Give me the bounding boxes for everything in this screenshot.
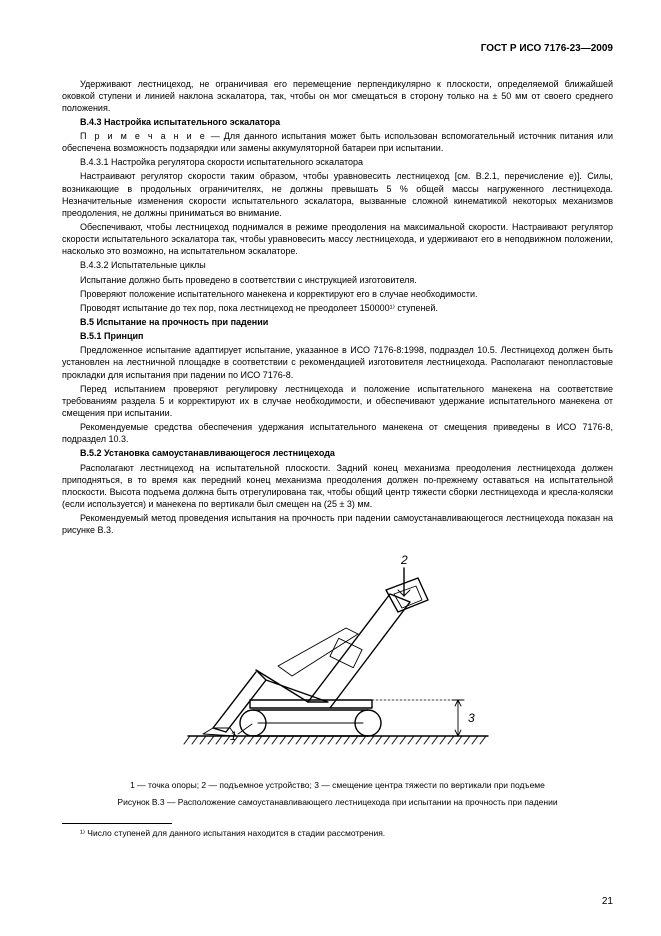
figure-caption: Рисунок В.3 — Расположение самоустанавли…	[62, 797, 613, 808]
footnote: ¹⁾ Число ступеней для данного испытания …	[62, 828, 613, 839]
para: Рекомендуемый метод проведения испытания…	[62, 512, 613, 536]
svg-text:2: 2	[400, 553, 408, 567]
para: Настраивают регулятор скорости таким обр…	[62, 170, 613, 219]
svg-text:1: 1	[230, 729, 237, 743]
page-number: 21	[602, 895, 613, 909]
para: Располагают лестницеход на испытательной…	[62, 462, 613, 511]
para: Удерживают лестницеход, не ограничивая е…	[62, 78, 613, 114]
stairclimber-diagram-icon: 1 2 3	[158, 550, 518, 770]
note: П р и м е ч а н и е — Для данного испыта…	[62, 130, 613, 154]
figure-legend: 1 — точка опоры; 2 — подъемное устройств…	[62, 780, 613, 791]
para: В.4.3.1 Настройка регулятора скорости ис…	[62, 156, 613, 168]
footnote-rule	[62, 823, 172, 824]
note-label: П р и м е ч а н и е	[80, 131, 207, 141]
para: Проверяют положение испытательного манек…	[62, 288, 613, 300]
figure-b3: 1 2 3	[62, 550, 613, 773]
para: Рекомендуемые средства обеспечения удерж…	[62, 421, 613, 445]
para: Обеспечивают, чтобы лестницеход поднимал…	[62, 221, 613, 257]
para: Перед испытанием проверяют регулировку л…	[62, 383, 613, 419]
svg-text:3: 3	[468, 711, 475, 725]
heading-b5: В.5 Испытание на прочность при падении	[62, 316, 613, 328]
para: Испытание должно быть проведено в соотве…	[62, 274, 613, 286]
para: Предложенное испытание адаптирует испыта…	[62, 344, 613, 380]
doc-header: ГОСТ Р ИСО 7176-23—2009	[62, 42, 613, 56]
para: В.4.3.2 Испытательные циклы	[62, 259, 613, 271]
heading-b52: В.5.2 Установка самоустанавливающегося л…	[62, 447, 613, 459]
heading-b51: В.5.1 Принцип	[62, 330, 613, 342]
para: Проводят испытание до тех пор, пока лест…	[62, 302, 613, 314]
heading-b43: В.4.3 Настройка испытательного эскалатор…	[62, 116, 613, 128]
